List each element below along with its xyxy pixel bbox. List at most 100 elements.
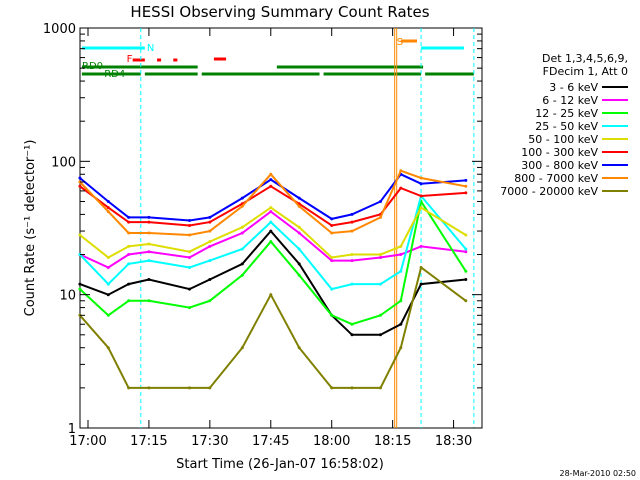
data-point [78, 180, 82, 184]
data-point [464, 247, 468, 251]
legend: Det 1,3,4,5,6,9,FDecim 1, Att 0 3 - 6 keV… [500, 52, 628, 198]
data-point [127, 386, 131, 390]
data-point [106, 266, 110, 269]
data-point [379, 282, 382, 286]
legend-entry-label: 50 - 100 keV [528, 133, 598, 146]
legend-entry-label: 7000 - 20000 keV [500, 185, 598, 198]
data-point [106, 256, 110, 259]
data-point [419, 182, 423, 186]
series-line-1 [79, 210, 466, 269]
data-point [399, 169, 403, 173]
data-point [330, 224, 334, 227]
y-axis: 1 10 100 1000 [43, 22, 482, 437]
y-tick-label: 1000 [43, 22, 76, 37]
x-axis-label: Start Time (26-Jan-07 16:58:02) [176, 457, 384, 472]
data-point [297, 262, 301, 266]
data-point [379, 386, 382, 390]
legend-entry-label: 100 - 300 keV [521, 146, 598, 159]
data-point [106, 282, 110, 286]
data-point [188, 233, 191, 237]
data-point [269, 206, 273, 210]
data-point [240, 231, 244, 235]
data-point [208, 229, 212, 233]
data-point [147, 215, 151, 219]
data-point [399, 186, 403, 190]
legend-header: FDecim 1, Att 0 [543, 65, 628, 78]
data-point [127, 244, 131, 248]
data-point [208, 386, 212, 390]
chart-title: HESSI Observing Summary Count Rates [130, 3, 429, 21]
y-tick-label: 1 [68, 422, 76, 437]
data-point [240, 225, 244, 229]
data-point [106, 346, 110, 350]
plot-frame [79, 27, 483, 429]
data-point [419, 206, 423, 210]
data-point [399, 346, 403, 350]
data-point [147, 278, 151, 281]
legend-header: Det 1,3,4,5,6,9, [542, 52, 628, 65]
data-point [240, 346, 244, 350]
data-point [297, 196, 301, 200]
data-point [188, 266, 191, 269]
data-point [297, 247, 301, 251]
data-point [240, 204, 244, 208]
data-point [419, 194, 423, 198]
data-point [269, 220, 273, 224]
data-point [188, 386, 191, 390]
data-point [464, 233, 468, 237]
data-point [464, 269, 468, 273]
data-point [147, 242, 151, 246]
data-point [464, 250, 468, 254]
x-tick-label: 17:45 [252, 434, 289, 449]
flag-label-f: F [127, 54, 133, 65]
data-point [188, 219, 191, 222]
data-point [188, 287, 191, 291]
data-point [297, 204, 301, 208]
data-point [330, 313, 334, 317]
data-point [127, 215, 131, 219]
data-point [297, 231, 301, 235]
data-point [240, 247, 244, 251]
x-axis: 17:00 17:15 17:30 17:45 18:00 18:15 18:30 [69, 28, 472, 449]
data-point [330, 259, 334, 263]
data-point [188, 306, 191, 310]
data-point [269, 293, 273, 297]
legend-entry-label: 3 - 6 keV [549, 81, 598, 94]
data-point [464, 191, 468, 195]
data-point [297, 273, 301, 277]
x-tick-label: 17:30 [191, 434, 228, 449]
data-point [78, 287, 82, 291]
y-tick-label: 10 [59, 289, 76, 304]
data-point [379, 333, 382, 337]
y-tick-label: 100 [51, 155, 76, 170]
data-point [240, 273, 244, 277]
flag-label-s: S [397, 37, 403, 48]
data-point [127, 282, 131, 286]
data-point [208, 220, 212, 224]
data-point [147, 299, 151, 303]
data-point [330, 386, 334, 390]
data-point [297, 346, 301, 350]
data-point [78, 184, 82, 188]
flag-label-rd4: RD4 [104, 69, 125, 80]
data-point [147, 231, 151, 235]
legend-entry-label: 300 - 800 keV [521, 159, 598, 172]
data-point [399, 269, 403, 273]
data-point [188, 256, 191, 259]
data-point [464, 184, 468, 188]
data-point [269, 184, 273, 188]
data-point [379, 200, 382, 203]
data-point [106, 313, 110, 317]
data-point [379, 256, 382, 259]
data-point [399, 253, 403, 256]
data-point [399, 244, 403, 248]
data-point [379, 215, 382, 219]
data-point [78, 233, 82, 237]
data-point [330, 287, 334, 291]
data-point [127, 253, 131, 256]
data-point [419, 244, 423, 248]
y-axis-label: Count Rate (s⁻¹ detector⁻¹) [23, 140, 38, 317]
data-point [127, 231, 131, 235]
data-point [78, 253, 82, 256]
